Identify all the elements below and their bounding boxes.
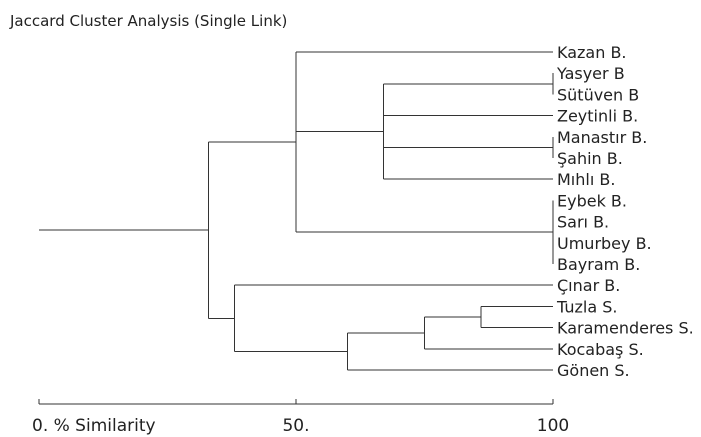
leaf-label: Yasyer B [556,64,625,83]
chart-title: Jaccard Cluster Analysis (Single Link) [9,12,287,30]
x-tick-label: 50. [282,416,309,436]
leaf-label: Sarı B. [557,213,609,232]
leaf-label: Zeytinli B. [557,107,638,126]
x-axis: 0. % Similarity 50. 100 [32,399,569,436]
leaf-label: Bayram B. [557,255,640,274]
x-tick-label: 100 [537,416,569,436]
leaf-label: Şahin B. [557,149,623,168]
leaf-label: Gönen S. [557,361,630,380]
dendrogram-branches [39,51,554,371]
leaf-label: Tuzla S. [556,297,617,316]
leaf-labels: Kazan B. Yasyer B Sütüven B Zeytinli B. Mana… [556,43,694,380]
leaf-label: Mıhlı B. [557,170,615,189]
leaf-label: Sütüven B [557,85,639,104]
leaf-label: Çınar B. [557,276,620,295]
x-tick-label: 0. % Similarity [32,416,156,436]
leaf-label: Umurbey B. [557,234,652,253]
leaf-label: Kocabaş S. [557,340,644,359]
leaf-label: Manastır B. [557,128,647,147]
leaf-label: Karamenderes S. [557,319,694,338]
leaf-label: Kazan B. [557,43,627,62]
leaf-label: Eybek B. [557,191,627,210]
